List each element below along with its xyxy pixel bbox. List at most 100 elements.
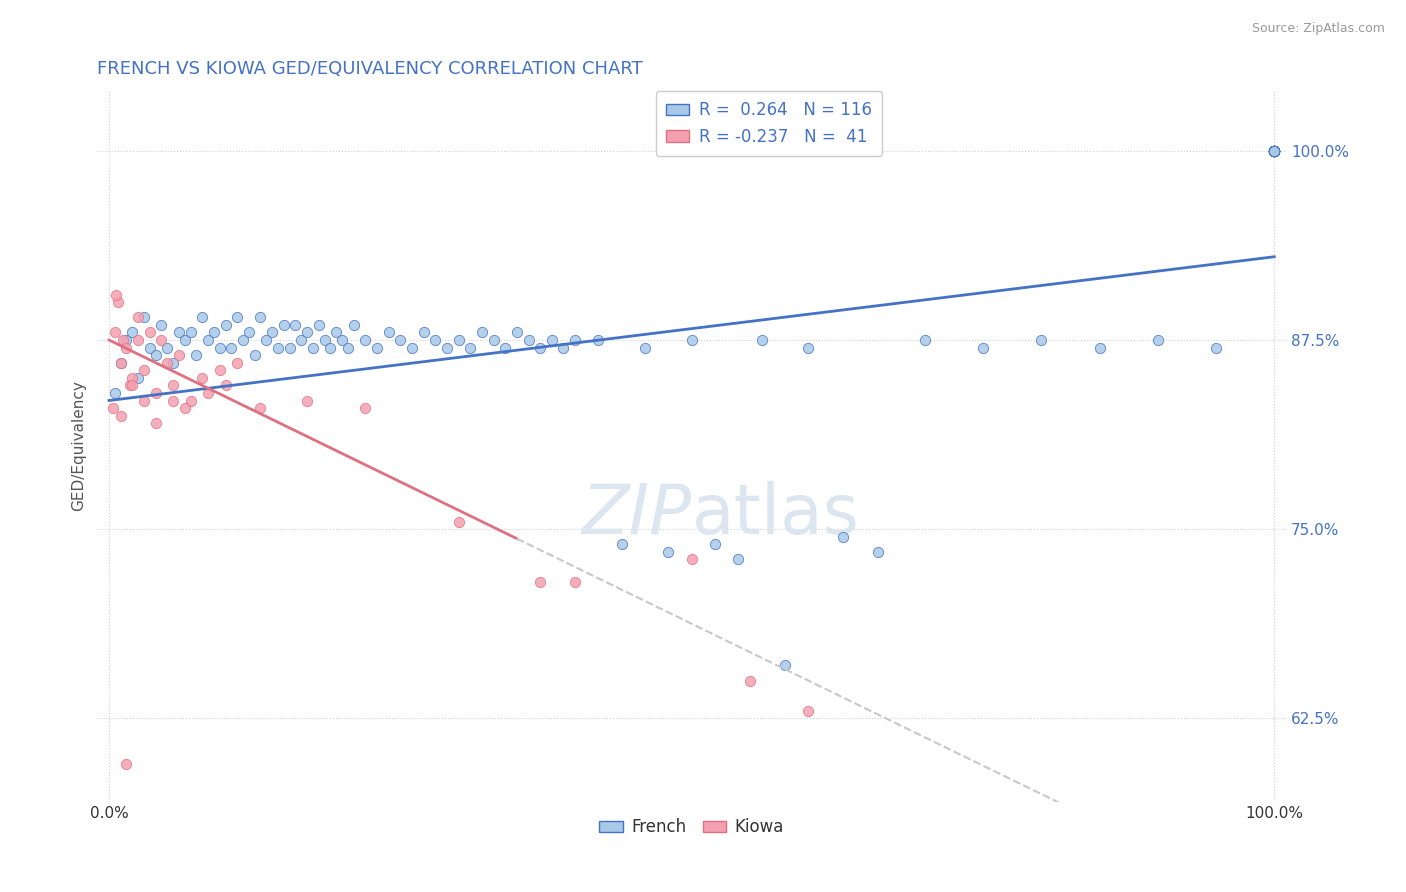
Point bbox=[115, 341, 138, 355]
Point bbox=[1263, 144, 1285, 158]
Point bbox=[1263, 144, 1285, 158]
Legend: French, Kiowa: French, Kiowa bbox=[593, 812, 790, 843]
Point bbox=[855, 810, 877, 824]
Point bbox=[354, 333, 377, 347]
Point bbox=[1263, 144, 1285, 158]
Point bbox=[1263, 144, 1285, 158]
Point bbox=[494, 341, 516, 355]
Point bbox=[540, 333, 562, 347]
Point bbox=[471, 326, 494, 340]
Point bbox=[1263, 144, 1285, 158]
Point bbox=[1263, 144, 1285, 158]
Point bbox=[330, 333, 353, 347]
Point bbox=[1263, 144, 1285, 158]
Point bbox=[1263, 144, 1285, 158]
Point bbox=[914, 333, 936, 347]
Point bbox=[553, 341, 575, 355]
Point bbox=[377, 326, 399, 340]
Point bbox=[506, 326, 529, 340]
Point bbox=[336, 341, 359, 355]
Point bbox=[267, 341, 290, 355]
Point bbox=[121, 371, 143, 385]
Point bbox=[425, 333, 447, 347]
Point bbox=[104, 386, 127, 401]
Point bbox=[162, 356, 184, 370]
Point bbox=[1263, 144, 1285, 158]
Point bbox=[1205, 341, 1227, 355]
Point bbox=[107, 295, 129, 310]
Point bbox=[145, 348, 167, 362]
Point bbox=[972, 341, 994, 355]
Point bbox=[249, 401, 271, 415]
Point bbox=[118, 378, 141, 392]
Point bbox=[1263, 144, 1285, 158]
Y-axis label: GED/Equivalency: GED/Equivalency bbox=[72, 381, 86, 511]
Text: FRENCH VS KIOWA GED/EQUIVALENCY CORRELATION CHART: FRENCH VS KIOWA GED/EQUIVALENCY CORRELAT… bbox=[97, 60, 643, 78]
Point bbox=[1031, 333, 1053, 347]
Point bbox=[162, 378, 184, 392]
Point bbox=[214, 318, 236, 332]
Point bbox=[1263, 144, 1285, 158]
Point bbox=[1263, 144, 1285, 158]
Point bbox=[1263, 144, 1285, 158]
Point bbox=[302, 341, 325, 355]
Point bbox=[180, 326, 202, 340]
Point bbox=[132, 393, 155, 408]
Point bbox=[868, 545, 890, 559]
Point bbox=[197, 386, 219, 401]
Text: Source: ZipAtlas.com: Source: ZipAtlas.com bbox=[1251, 22, 1385, 36]
Point bbox=[167, 326, 190, 340]
Point bbox=[121, 378, 143, 392]
Point bbox=[727, 552, 749, 566]
Point bbox=[221, 341, 243, 355]
Point bbox=[101, 401, 124, 415]
Point bbox=[208, 363, 231, 377]
Point bbox=[401, 341, 423, 355]
Point bbox=[111, 333, 134, 347]
Point bbox=[150, 333, 173, 347]
Point bbox=[436, 341, 458, 355]
Text: atlas: atlas bbox=[692, 481, 859, 548]
Point bbox=[226, 356, 249, 370]
Point bbox=[1263, 144, 1285, 158]
Point bbox=[145, 416, 167, 430]
Point bbox=[738, 673, 761, 688]
Point bbox=[104, 326, 127, 340]
Point bbox=[308, 318, 330, 332]
Point bbox=[634, 341, 657, 355]
Point bbox=[1263, 144, 1285, 158]
Point bbox=[127, 371, 149, 385]
Point bbox=[127, 333, 149, 347]
Point bbox=[295, 393, 318, 408]
Point bbox=[1263, 144, 1285, 158]
Point bbox=[115, 756, 138, 771]
Point bbox=[186, 348, 208, 362]
Point bbox=[162, 393, 184, 408]
Point bbox=[681, 552, 703, 566]
Point bbox=[226, 310, 249, 325]
Point bbox=[588, 333, 610, 347]
Point bbox=[110, 409, 132, 423]
Point bbox=[517, 333, 540, 347]
Point bbox=[314, 333, 336, 347]
Point bbox=[191, 371, 214, 385]
Point bbox=[110, 356, 132, 370]
Point bbox=[1263, 144, 1285, 158]
Point bbox=[262, 326, 284, 340]
Point bbox=[412, 326, 434, 340]
Point bbox=[1263, 144, 1285, 158]
Point bbox=[1263, 144, 1285, 158]
Point bbox=[447, 515, 470, 529]
Point bbox=[1263, 144, 1285, 158]
Point bbox=[238, 326, 260, 340]
Point bbox=[681, 333, 703, 347]
Point bbox=[290, 333, 312, 347]
Point bbox=[458, 341, 481, 355]
Point bbox=[295, 326, 318, 340]
Point bbox=[132, 363, 155, 377]
Point bbox=[197, 333, 219, 347]
Point bbox=[529, 341, 551, 355]
Point bbox=[214, 378, 236, 392]
Point bbox=[145, 386, 167, 401]
Point bbox=[564, 333, 586, 347]
